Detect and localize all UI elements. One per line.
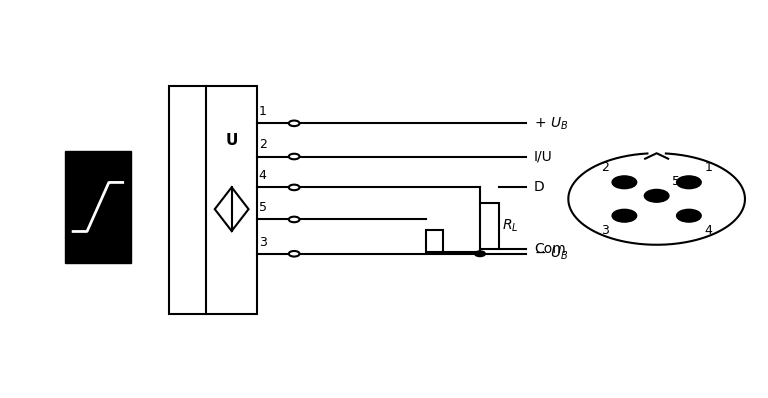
Circle shape (289, 185, 300, 190)
Circle shape (289, 217, 300, 222)
Polygon shape (215, 187, 249, 231)
Text: 5: 5 (672, 175, 680, 188)
Text: 3: 3 (601, 224, 609, 237)
Circle shape (644, 189, 669, 202)
Text: D: D (534, 180, 545, 194)
Circle shape (677, 176, 701, 189)
Text: $-\ U_B$: $-\ U_B$ (534, 246, 568, 262)
Bar (426, 230, 443, 252)
Text: 4: 4 (259, 169, 266, 182)
Text: 5: 5 (259, 201, 266, 214)
Bar (65, 151, 131, 263)
Text: 3: 3 (259, 236, 266, 249)
Circle shape (475, 251, 485, 257)
Text: 4: 4 (704, 224, 712, 237)
Circle shape (289, 121, 300, 126)
Text: I/U: I/U (534, 150, 552, 164)
Bar (480, 203, 499, 249)
Text: $+\ U_B$: $+\ U_B$ (534, 115, 568, 131)
Text: Com: Com (534, 242, 565, 256)
Text: U: U (226, 133, 238, 148)
Text: 1: 1 (704, 161, 712, 174)
Bar (169, 86, 257, 314)
Circle shape (612, 209, 637, 222)
Text: 2: 2 (259, 139, 266, 151)
Circle shape (677, 209, 701, 222)
Text: 2: 2 (601, 161, 609, 174)
Circle shape (289, 154, 300, 159)
Text: $R_L$: $R_L$ (502, 218, 518, 234)
Circle shape (289, 251, 300, 257)
Text: 1: 1 (259, 105, 266, 118)
Circle shape (612, 176, 637, 189)
